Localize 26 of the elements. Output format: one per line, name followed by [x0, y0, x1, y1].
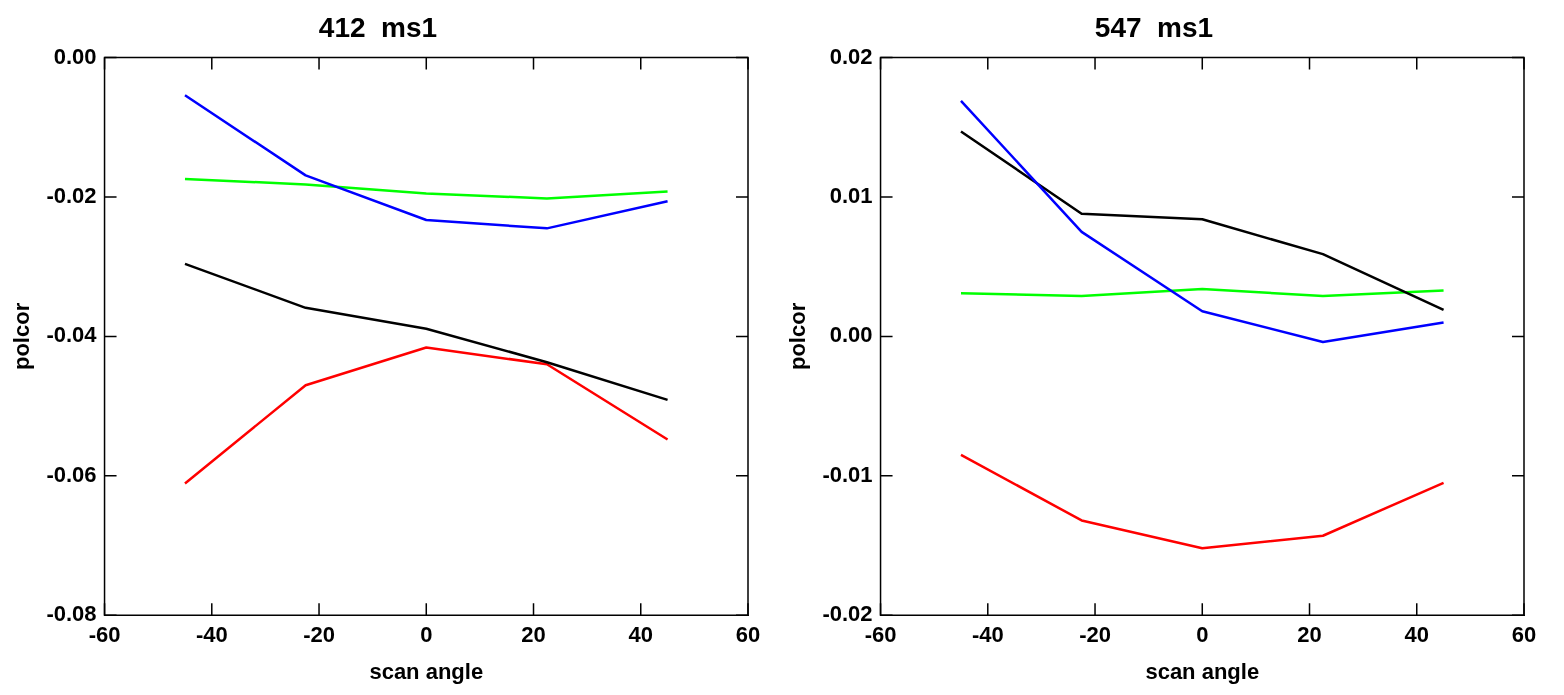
y-tick-label: -0.04 — [46, 322, 98, 348]
y-tick-label: 0.01 — [829, 183, 873, 209]
x-tick-label: 60 — [1511, 622, 1537, 648]
x-tick-label: 0 — [1196, 622, 1209, 648]
x-axis-title: scan angle — [1145, 658, 1260, 684]
y-tick-label: 0.00 — [53, 43, 97, 69]
y-tick-label: -0.02 — [46, 183, 97, 209]
x-tick-label: -40 — [971, 622, 1004, 648]
x-tick-label: -20 — [1079, 622, 1111, 648]
y-tick-label: 0.00 — [829, 322, 873, 348]
y-axis-title: polcor — [9, 302, 35, 371]
x-axis-title: scan angle — [369, 658, 484, 684]
chart-title: 412 ms1 — [318, 11, 438, 43]
y-axis-title: polcor — [785, 302, 811, 371]
x-tick-label: 20 — [521, 622, 546, 648]
y-tick-label: -0.01 — [822, 461, 873, 487]
x-tick-label: 60 — [735, 622, 761, 648]
y-tick-label: 0.02 — [829, 43, 873, 69]
x-tick-label: 40 — [628, 622, 653, 648]
x-tick-label: 20 — [1297, 622, 1322, 648]
x-tick-label: 40 — [1404, 622, 1429, 648]
x-tick-label: 0 — [420, 622, 433, 648]
y-tick-label: -0.06 — [46, 461, 97, 487]
x-tick-label: -40 — [195, 622, 228, 648]
chart-title: 547 ms1 — [1094, 11, 1214, 43]
x-tick-label: -20 — [303, 622, 335, 648]
